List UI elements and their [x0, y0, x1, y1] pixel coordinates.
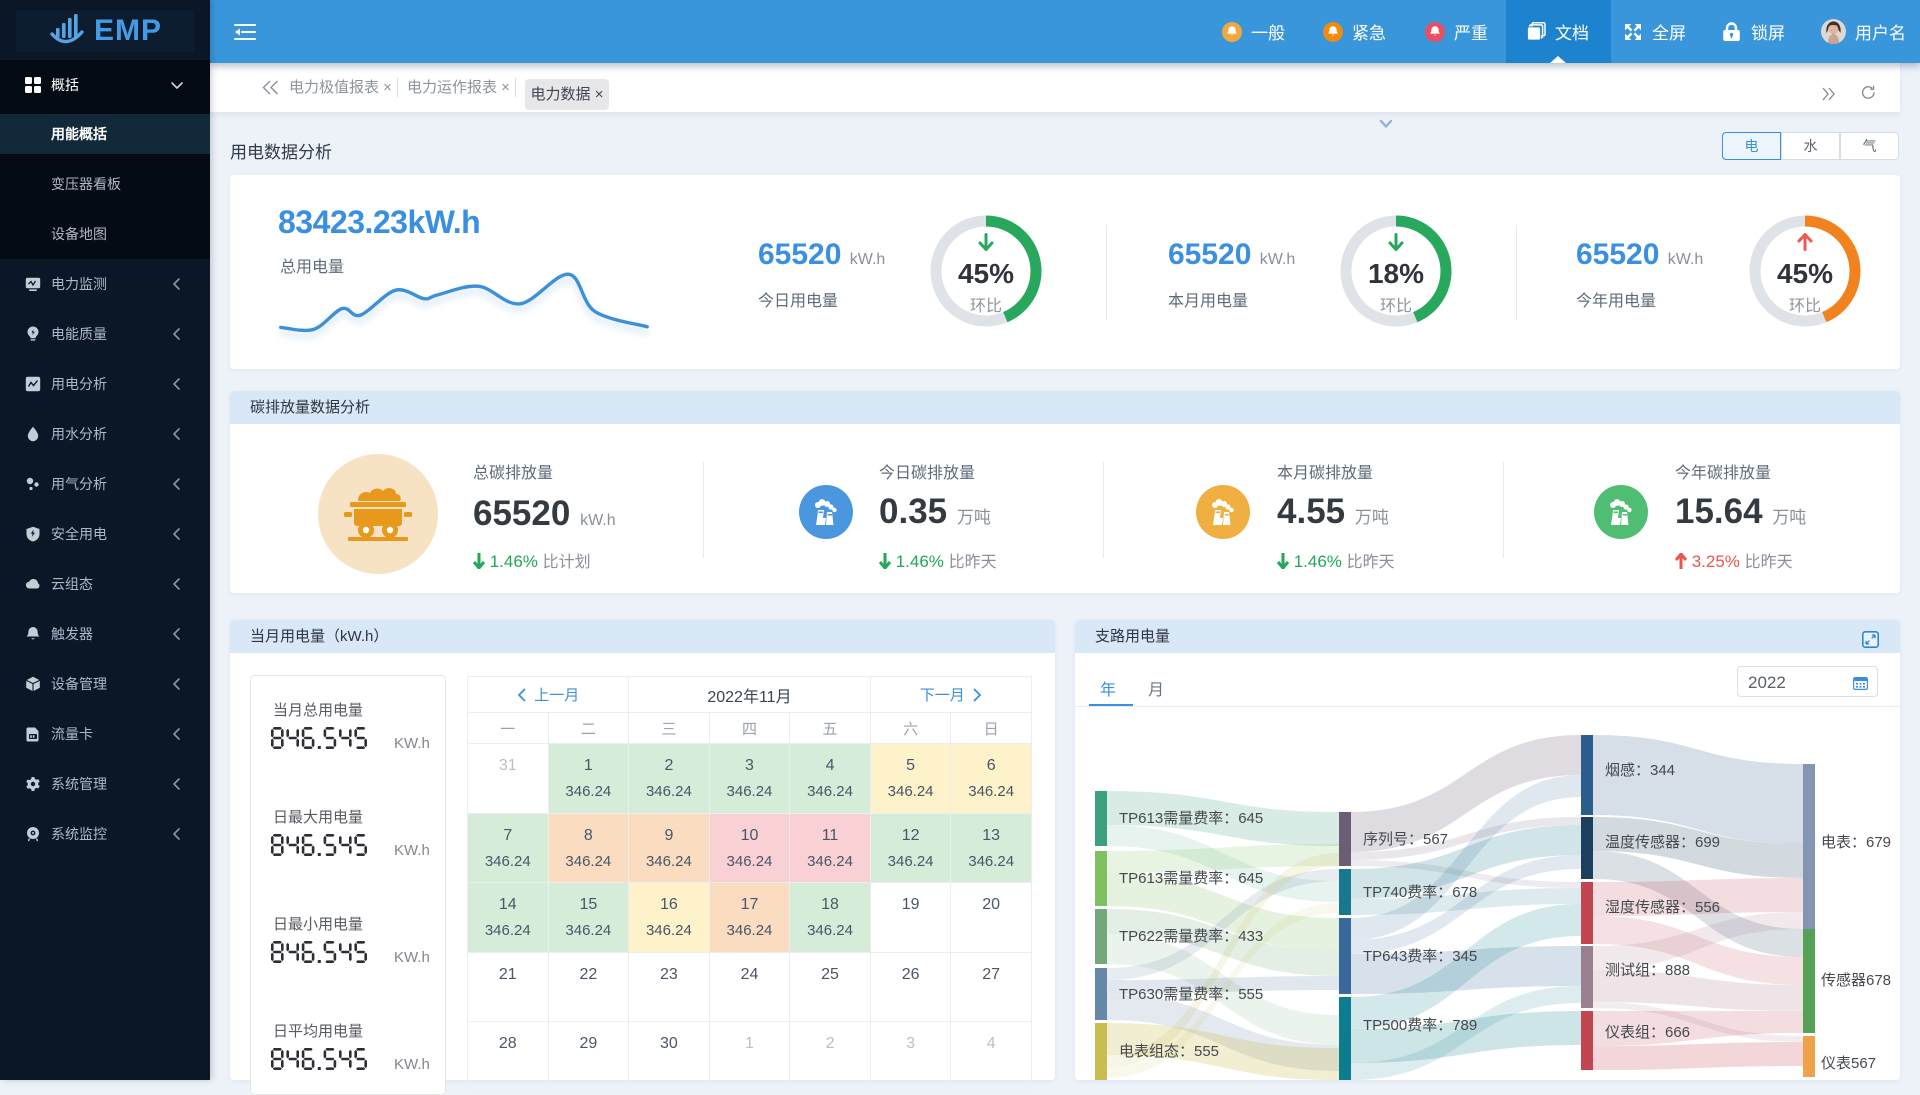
svg-text:传感器678: 传感器678: [1821, 972, 1891, 989]
svg-text:TP613需量费率：645: TP613需量费率：645: [1119, 810, 1263, 827]
svg-text:TP613需量费率：645: TP613需量费率：645: [1119, 870, 1263, 887]
svg-text:测试组：888: 测试组：888: [1605, 962, 1690, 979]
svg-text:电表组态：555: 电表组态：555: [1119, 1043, 1219, 1060]
svg-text:湿度传感器：556: 湿度传感器：556: [1605, 899, 1720, 916]
svg-text:序列号：567: 序列号：567: [1363, 831, 1448, 848]
svg-text:仪表567: 仪表567: [1821, 1055, 1876, 1072]
svg-text:烟感：344: 烟感：344: [1605, 762, 1675, 779]
svg-text:TP643费率：345: TP643费率：345: [1363, 948, 1477, 965]
svg-text:TP740费率：678: TP740费率：678: [1363, 884, 1477, 901]
svg-text:电表：679: 电表：679: [1821, 834, 1891, 851]
svg-text:仪表组：666: 仪表组：666: [1605, 1024, 1690, 1041]
svg-text:TP500费率：789: TP500费率：789: [1363, 1017, 1477, 1034]
svg-text:TP630需量费率：555: TP630需量费率：555: [1119, 986, 1263, 1003]
svg-text:TP622需量费率：433: TP622需量费率：433: [1119, 928, 1263, 945]
svg-text:温度传感器：699: 温度传感器：699: [1605, 834, 1720, 851]
